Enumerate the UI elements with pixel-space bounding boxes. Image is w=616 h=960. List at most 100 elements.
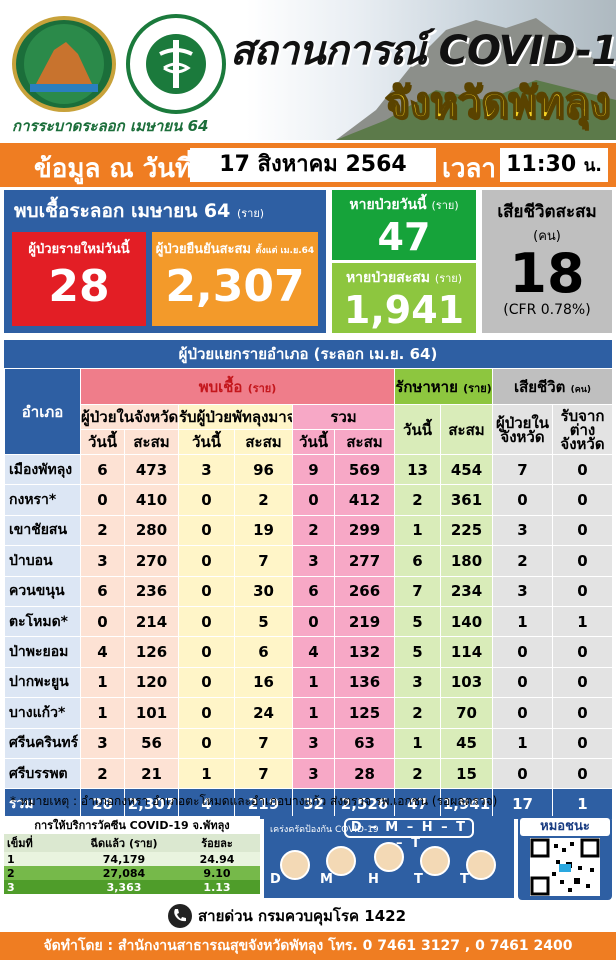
cell-i: 0 — [492, 636, 554, 668]
table-row: ศรีบรรพต 2 21 1 7 3 28 2 15 0 0 — [4, 757, 614, 790]
phone-icon — [168, 904, 192, 928]
phone-glyph-icon — [174, 909, 186, 922]
cell-j: 0 — [552, 453, 614, 486]
cell-c: 0 — [178, 545, 235, 577]
district-name: ศรีนครินทร์ — [4, 727, 81, 759]
cell-h: 1,941 — [439, 788, 494, 820]
cell-g: 47 — [394, 788, 441, 820]
cell-f: 266 — [334, 575, 395, 607]
testing-icon — [466, 850, 496, 880]
district-name: บางแก้ว* — [4, 697, 81, 729]
cell-e: 0 — [292, 605, 335, 638]
cell-h: 45 — [439, 727, 494, 759]
cell-a: 6 — [80, 575, 125, 607]
dmhtt-letter-t2: T — [460, 872, 469, 887]
cell-j: 0 — [552, 514, 614, 547]
deaths-cfr: (CFR 0.78%) — [503, 302, 591, 318]
cell-g: 2 — [394, 757, 441, 790]
dmhtt-letter-d: D — [270, 872, 281, 887]
cell-a: 2 — [80, 757, 125, 790]
date-prefix: ข้อมูล ณ วันที่ — [34, 154, 193, 184]
header-in-province: ผู้ป่วยในจังหวัด — [80, 404, 179, 430]
dmhtt-code: D – M – H – T – T — [344, 818, 474, 851]
deaths-label: เสียชีวิตสะสม — [497, 202, 597, 222]
cell-d: 16 — [234, 666, 293, 699]
vaccine-row: 3 3,363 1.13 — [4, 880, 260, 894]
cell-j: 0 — [552, 484, 614, 516]
title-line1: สถานการณ์ COVID-19 — [230, 28, 616, 74]
cell-b: 473 — [124, 453, 179, 486]
header-recovered-unit: (ราย) — [463, 381, 492, 395]
table-row: ป่าพะยอม 4 126 0 6 4 132 5 114 0 0 — [4, 636, 614, 668]
header-death-from: รับจากต่างจังหวัด — [552, 404, 614, 455]
cell-f: 277 — [334, 545, 395, 577]
cell-c: 0 — [178, 697, 235, 729]
header-total: รวม — [292, 404, 395, 430]
header-b-cumulative: สะสม — [234, 429, 293, 455]
cell-a: 4 — [80, 636, 125, 668]
cumulative-cases-label: ผู้ป่วยยืนยันสะสม ตั้งแต่ เม.ย.64 — [152, 232, 318, 259]
cell-e: 4 — [292, 636, 335, 668]
cell-a: 1 — [80, 666, 125, 699]
district-table-body: เมืองพัทลุง 6 473 3 96 9 569 13 454 7 0 กงหรา* 0 410 0… — [4, 453, 614, 820]
footer-credit: จัดทำโดย : สำนักงานสาธารณสุขจังหวัดพัทลุ… — [0, 932, 616, 960]
district-table-title: ผู้ป่วยแยกรายอำเภอ (ระลอก เม.ย. 64) — [4, 340, 612, 368]
vaccine-pct: 24.94 — [174, 852, 260, 866]
title-line2: จังหวัดพัทลุง — [384, 77, 611, 128]
table-row: กงหรา* 0 410 0 2 0 412 2 361 0 0 — [4, 484, 614, 516]
cell-j: 1 — [552, 605, 614, 638]
cell-e: 1 — [292, 697, 335, 729]
table-total-row: รวม 28 2,307 4 219 32 2,526 47 1,941 17 1 — [4, 788, 614, 820]
temperature-icon — [420, 846, 450, 876]
infection-title: พบเชื้อระลอก เมษายน 64 (ราย) — [14, 196, 314, 226]
recovered-today-label-text: หายป่วยวันนี้ — [349, 197, 427, 213]
cell-f: 569 — [334, 453, 395, 486]
recovered-today-box: หายป่วยวันนี้ (ราย) 47 — [332, 190, 476, 260]
header-c-today: วันนี้ — [292, 429, 335, 455]
header-death-in: ผู้ป่วยในจังหวัด — [492, 404, 554, 455]
cell-j: 0 — [552, 697, 614, 729]
cell-a: 2 — [80, 514, 125, 547]
vaccine-dose: 2 — [4, 866, 74, 880]
cell-a: 6 — [80, 453, 125, 486]
vaccine-header-count: ฉีดแล้ว (ราย) — [74, 834, 174, 852]
cell-e: 0 — [292, 484, 335, 516]
header-deaths: เสียชีวิต (คน) — [492, 368, 614, 405]
header-infected-unit: (ราย) — [247, 381, 277, 395]
cell-d: 7 — [234, 757, 293, 790]
cell-i: 1 — [492, 605, 554, 638]
cell-i: 1 — [492, 727, 554, 759]
district-name: เมืองพัทลุง — [4, 453, 81, 486]
infection-unit: (ราย) — [236, 207, 265, 220]
deaths-unit: (คน) — [533, 229, 561, 244]
cell-e: 3 — [292, 545, 335, 577]
qr-code-icon[interactable] — [530, 838, 600, 896]
wave-label: การระบาดระลอก เมษายน 64 — [12, 117, 209, 135]
header-recovered-cumulative: สะสม — [439, 404, 494, 455]
cell-i: 7 — [492, 453, 554, 486]
table-row: เมืองพัทลุง 6 473 3 96 9 569 13 454 7 0 — [4, 453, 614, 486]
cell-g: 5 — [394, 605, 441, 638]
district-name: กงหรา* — [4, 484, 81, 516]
cell-i: 0 — [492, 666, 554, 699]
time-label: เวลา — [442, 154, 497, 184]
cell-e: 9 — [292, 453, 335, 486]
recovered-cum-unit: (ราย) — [434, 272, 463, 285]
cumulative-label-note: ตั้งแต่ เม.ย.64 — [255, 246, 315, 256]
vaccine-header-dose: เข็มที่ — [4, 834, 74, 852]
time-box: 11:30 น. — [500, 148, 608, 182]
cell-h: 15 — [439, 757, 494, 790]
cell-j: 0 — [552, 727, 614, 759]
cell-h: 234 — [439, 575, 494, 607]
cell-g: 2 — [394, 484, 441, 516]
table-row: เขาชัยสน 2 280 0 19 2 299 1 225 3 0 — [4, 514, 614, 547]
cell-c: 0 — [178, 575, 235, 607]
cell-i: 3 — [492, 514, 554, 547]
cell-b: 236 — [124, 575, 179, 607]
caduceus-icon — [146, 34, 206, 94]
district-name: ควนขนุน — [4, 575, 81, 607]
infection-title-text: พบเชื้อระลอก เมษายน 64 — [14, 200, 231, 222]
dmhtt-letter-m: M — [320, 872, 333, 887]
cell-d: 7 — [234, 545, 293, 577]
mountain-image — [336, 18, 616, 140]
